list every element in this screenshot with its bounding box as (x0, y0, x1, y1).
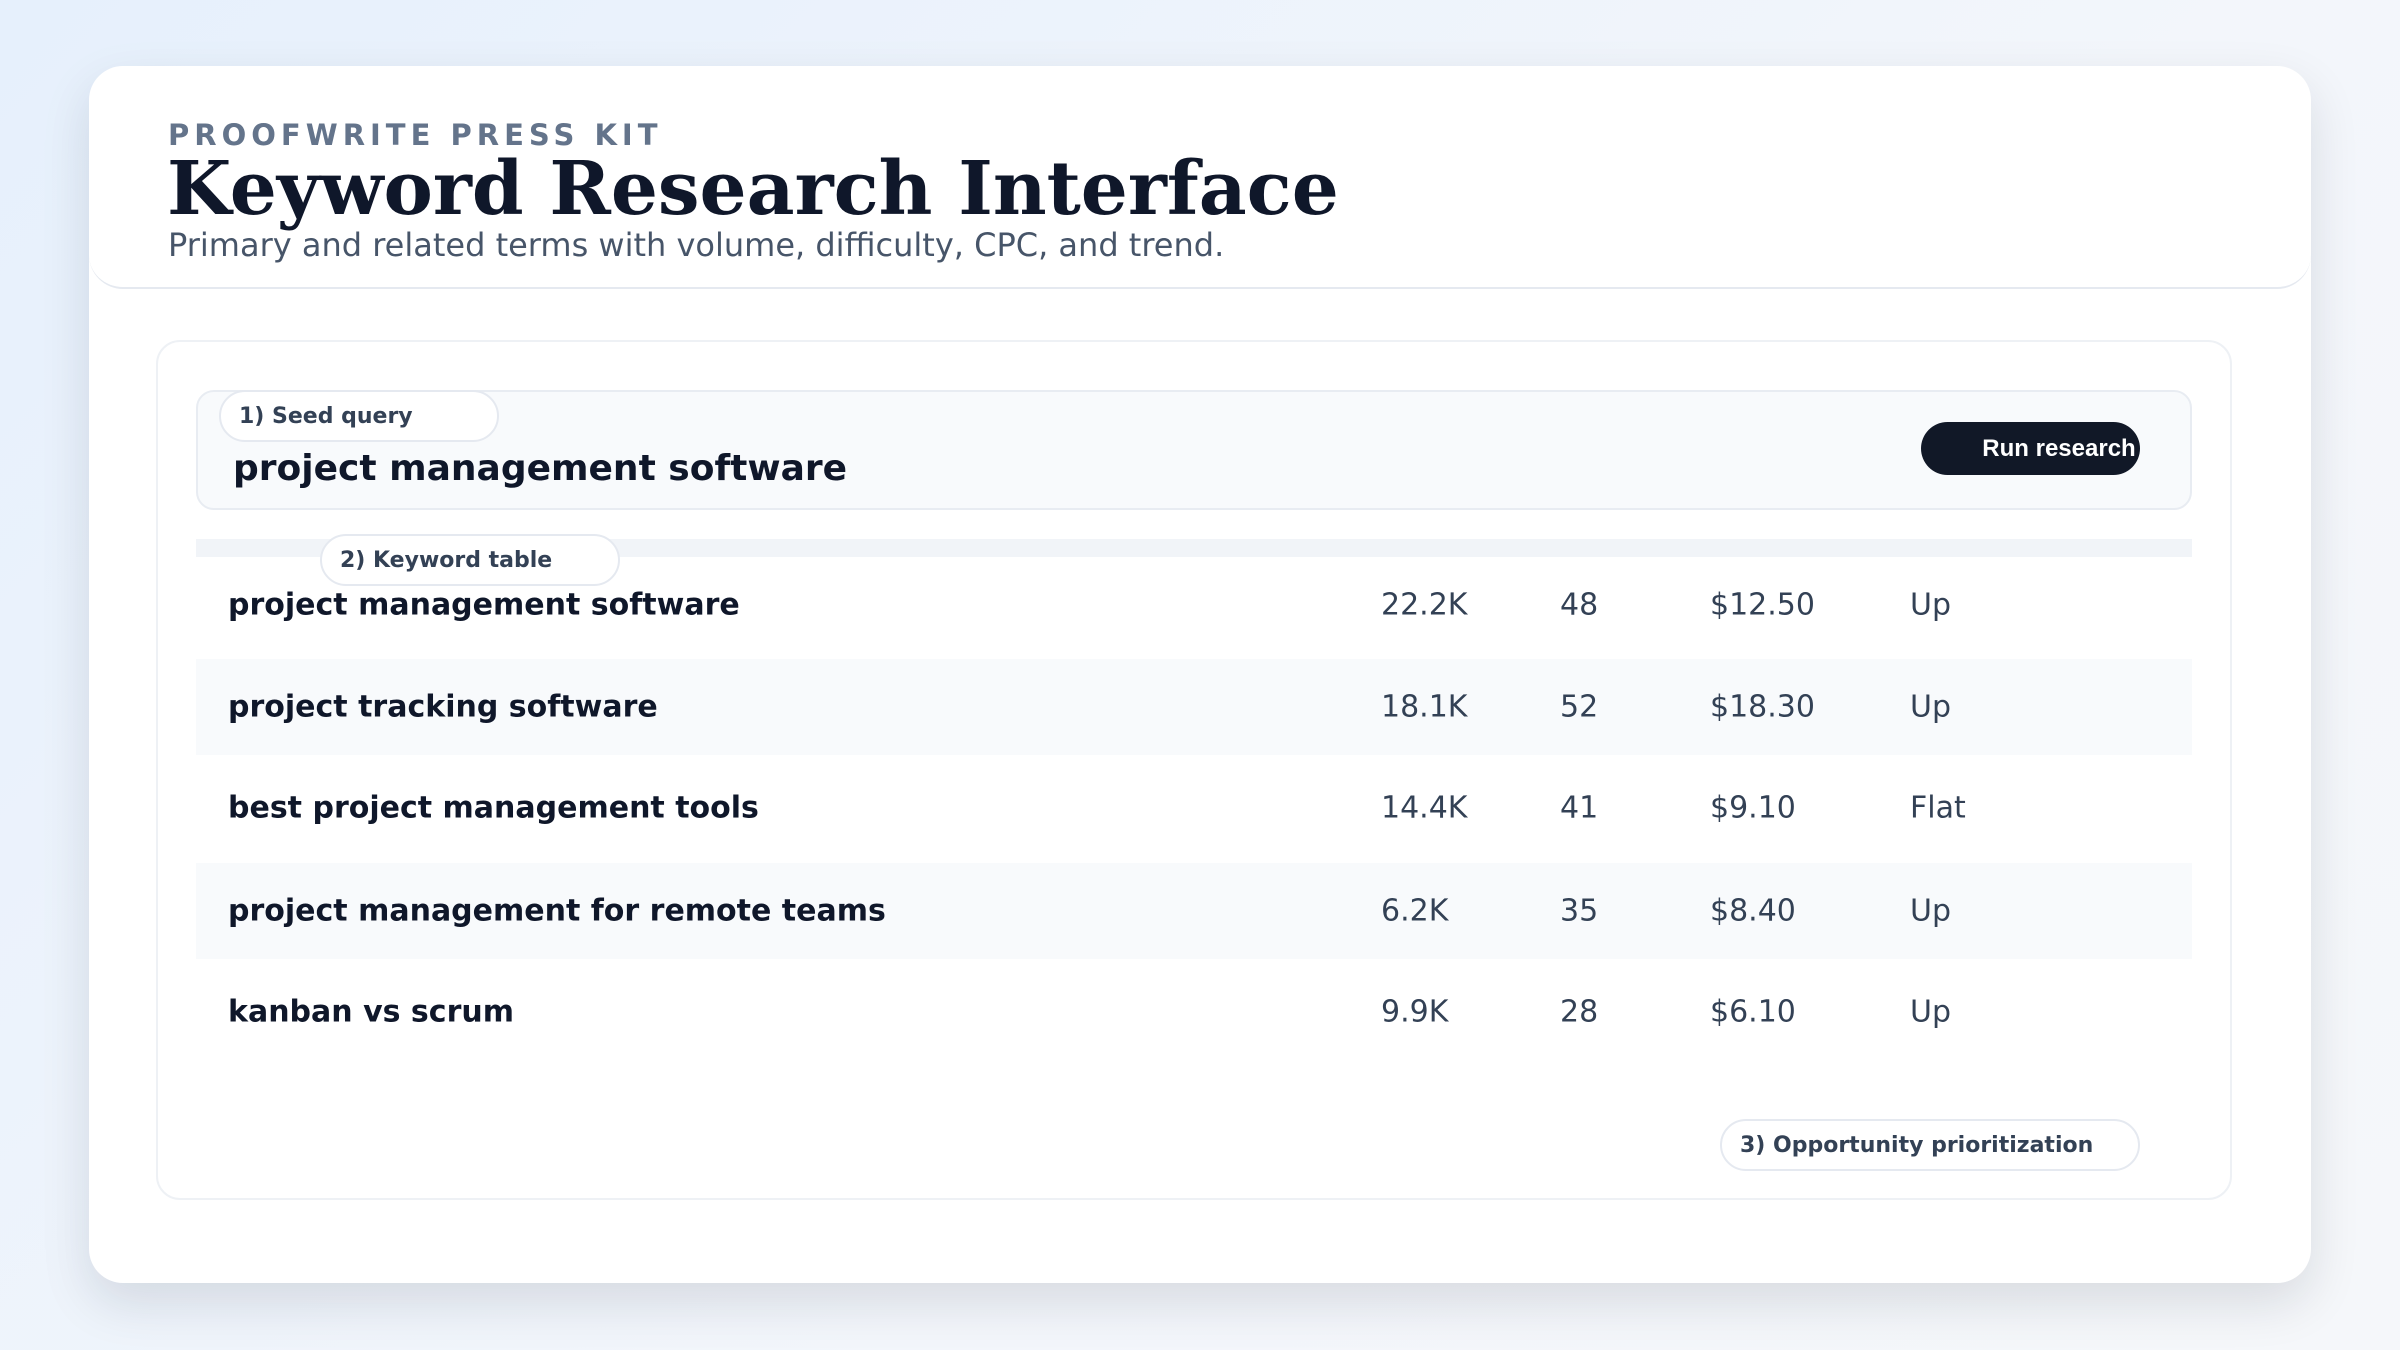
table-header (196, 539, 2192, 557)
cell-trend: Up (1910, 994, 1952, 1030)
eyebrow: PROOFWRITE PRESS KIT (168, 118, 663, 152)
table-row[interactable]: project tracking software 18.1K 52 $18.30 Up (196, 659, 2192, 755)
cell-difficulty: 41 (1560, 790, 1599, 826)
cell-volume: 22.2K (1381, 587, 1468, 623)
cell-cpc: $6.10 (1710, 994, 1796, 1030)
cell-volume: 9.9K (1381, 994, 1449, 1030)
cell-keyword: project management for remote teams (228, 893, 886, 929)
table-row[interactable]: project management for remote teams 6.2K 3… (196, 863, 2192, 959)
cell-trend: Up (1910, 893, 1952, 929)
table-row[interactable]: kanban vs scrum 9.9K 28 $6.10 Up (196, 964, 2192, 1060)
cell-trend: Up (1910, 689, 1952, 725)
cell-cpc: $18.30 (1710, 689, 1815, 725)
cell-cpc: $9.10 (1710, 790, 1796, 826)
cell-volume: 18.1K (1381, 689, 1468, 725)
cell-keyword: project management software (228, 587, 740, 623)
cell-keyword: best project management tools (228, 790, 759, 826)
seed-query-input[interactable]: project management software (233, 448, 848, 489)
run-research-button[interactable]: Run research (1921, 422, 2140, 475)
cell-trend: Up (1910, 587, 1952, 623)
cell-difficulty: 35 (1560, 893, 1599, 929)
cell-difficulty: 48 (1560, 587, 1599, 623)
opportunity-prioritization-label: 3) Opportunity prioritization (1720, 1119, 2140, 1171)
seed-query-label: 1) Seed query (219, 390, 499, 442)
cell-volume: 6.2K (1381, 893, 1449, 929)
page-subtitle: Primary and related terms with volume, d… (168, 226, 1225, 264)
cell-difficulty: 52 (1560, 689, 1599, 725)
header: PROOFWRITE PRESS KIT Keyword Research In… (89, 66, 2311, 289)
cell-keyword: kanban vs scrum (228, 994, 514, 1030)
table-row[interactable]: project management software 22.2K 48 $12.50… (196, 557, 2192, 653)
table-row[interactable]: best project management tools 14.4K 41 $9.1… (196, 760, 2192, 856)
cell-keyword: project tracking software (228, 689, 658, 725)
keyword-table-label: 2) Keyword table (320, 534, 620, 586)
seed-query-box[interactable] (196, 390, 2192, 510)
page-title: Keyword Research Interface (167, 146, 1339, 232)
cell-difficulty: 28 (1560, 994, 1599, 1030)
cell-cpc: $8.40 (1710, 893, 1796, 929)
cell-trend: Flat (1910, 790, 1966, 826)
cell-cpc: $12.50 (1710, 587, 1815, 623)
cell-volume: 14.4K (1381, 790, 1468, 826)
